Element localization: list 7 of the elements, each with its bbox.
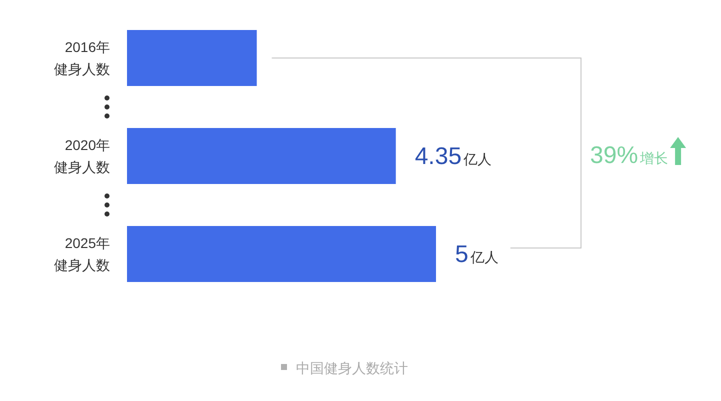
text: 39%增长 [590, 142, 668, 169]
y-tick-label: 2020年健身人数 [54, 137, 110, 175]
data-label: 4.35亿人 [414, 143, 492, 170]
y-tick-label: 2025年健身人数 [54, 235, 110, 273]
y-tick-label: 2016年健身人数 [54, 39, 110, 77]
text: 中国健身人数统计 [296, 360, 408, 376]
data-label: 5亿人 [455, 241, 498, 268]
